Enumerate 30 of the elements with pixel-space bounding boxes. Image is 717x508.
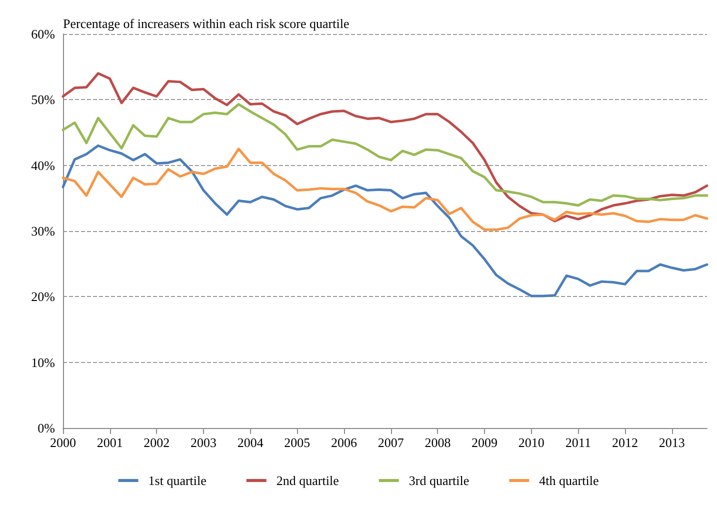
legend-label: 4th quartile <box>539 473 599 488</box>
legend-label: 3rd quartile <box>408 473 470 488</box>
line-series <box>62 148 708 231</box>
x-tick-label: 2004 <box>237 435 264 450</box>
line-series <box>62 144 708 298</box>
y-tick-label: 50% <box>31 92 56 108</box>
y-tick-label: 30% <box>31 224 56 238</box>
x-tick-label: 2013 <box>658 435 685 450</box>
line-series <box>62 72 708 222</box>
x-tick-label: 2000 <box>50 435 76 450</box>
x-tick-label: 2001 <box>96 435 123 450</box>
y-tick-label: 10% <box>31 354 56 370</box>
x-tick-label: 2007 <box>378 435 404 450</box>
line-series <box>62 103 708 207</box>
y-tick-label: 60% <box>31 26 56 42</box>
x-tick-label: 2008 <box>424 435 451 450</box>
legend-label: 2nd quartile <box>276 473 340 488</box>
x-tick-label: 2009 <box>472 435 498 450</box>
x-tick-label: 2011 <box>565 435 591 450</box>
y-tick-label: 0% <box>38 420 56 436</box>
x-tick-label: 2006 <box>331 435 358 450</box>
x-tick-label: 2012 <box>612 435 638 450</box>
x-tick-label: 2002 <box>144 435 170 450</box>
x-tick-label: 2003 <box>190 435 217 450</box>
legend-label: 1st quartile <box>148 473 207 488</box>
chart-title: Percentage of increasers within each risk score quartile <box>63 16 350 31</box>
y-tick-label: 20% <box>31 289 56 304</box>
x-tick-label: 2005 <box>284 435 310 450</box>
y-tick-label: 40% <box>31 158 56 173</box>
x-tick-label: 2010 <box>518 435 544 450</box>
